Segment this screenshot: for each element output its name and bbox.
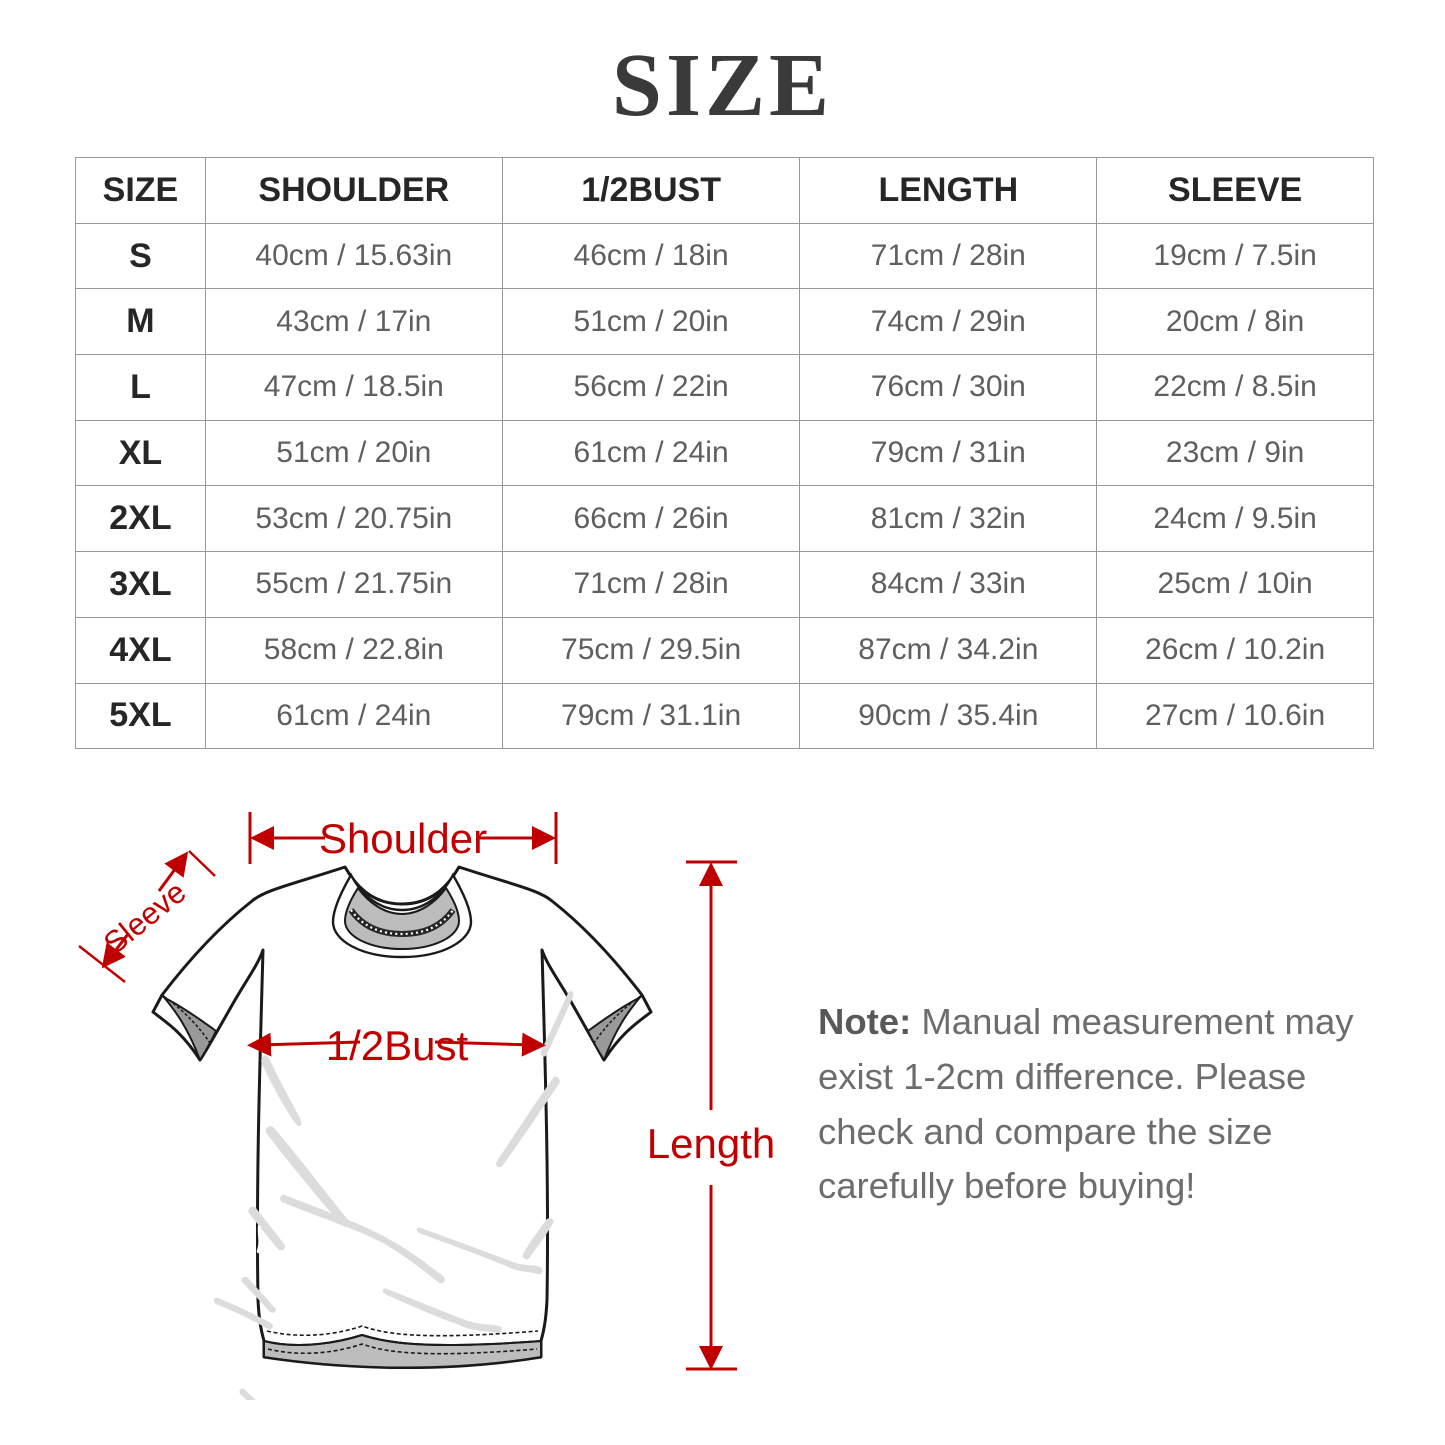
svg-text:Length: Length xyxy=(647,1120,775,1167)
svg-text:Sleeve: Sleeve xyxy=(97,874,193,961)
svg-text:Shoulder: Shoulder xyxy=(319,815,487,862)
svg-text:1/2Bust: 1/2Bust xyxy=(326,1022,469,1069)
